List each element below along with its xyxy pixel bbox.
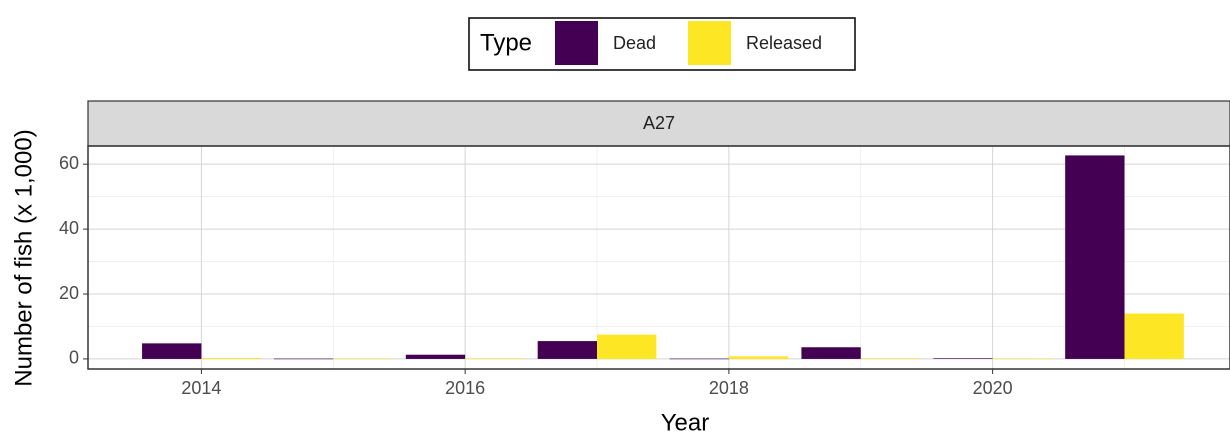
bar xyxy=(142,343,202,359)
bar xyxy=(333,358,393,360)
bar xyxy=(405,354,466,359)
x-tick-label: 2016 xyxy=(445,378,485,398)
y-tick-label: 0 xyxy=(69,348,79,368)
x-tick-label: 2018 xyxy=(709,378,749,398)
bar xyxy=(201,357,261,359)
legend-box xyxy=(468,17,856,71)
bar xyxy=(801,347,861,359)
y-tick-label: 40 xyxy=(59,218,79,238)
bar xyxy=(669,358,729,360)
panel-border xyxy=(87,145,1230,370)
legend-label: Released xyxy=(746,33,822,53)
y-tick-label: 20 xyxy=(59,283,79,303)
y-axis-title: Number of fish (x 1,000) xyxy=(10,129,37,386)
y-tick-label: 60 xyxy=(59,153,79,173)
bar xyxy=(273,358,334,360)
bar xyxy=(465,358,525,359)
bar xyxy=(728,356,789,359)
legend-key xyxy=(555,21,598,65)
legend-key xyxy=(688,21,731,65)
facet-label: A27 xyxy=(643,113,675,133)
bar xyxy=(1124,313,1184,359)
x-axis-title: Year xyxy=(661,409,710,436)
legend-title: Type xyxy=(480,29,532,56)
bar xyxy=(933,358,993,359)
legend-label: Dead xyxy=(613,33,656,53)
bar xyxy=(860,358,921,359)
x-tick-label: 2020 xyxy=(973,378,1013,398)
bar xyxy=(1065,155,1125,359)
x-tick-label: 2014 xyxy=(181,378,221,398)
bar xyxy=(537,341,598,359)
bar xyxy=(992,358,1052,360)
facet-strip xyxy=(87,100,1230,147)
bar xyxy=(597,334,657,359)
